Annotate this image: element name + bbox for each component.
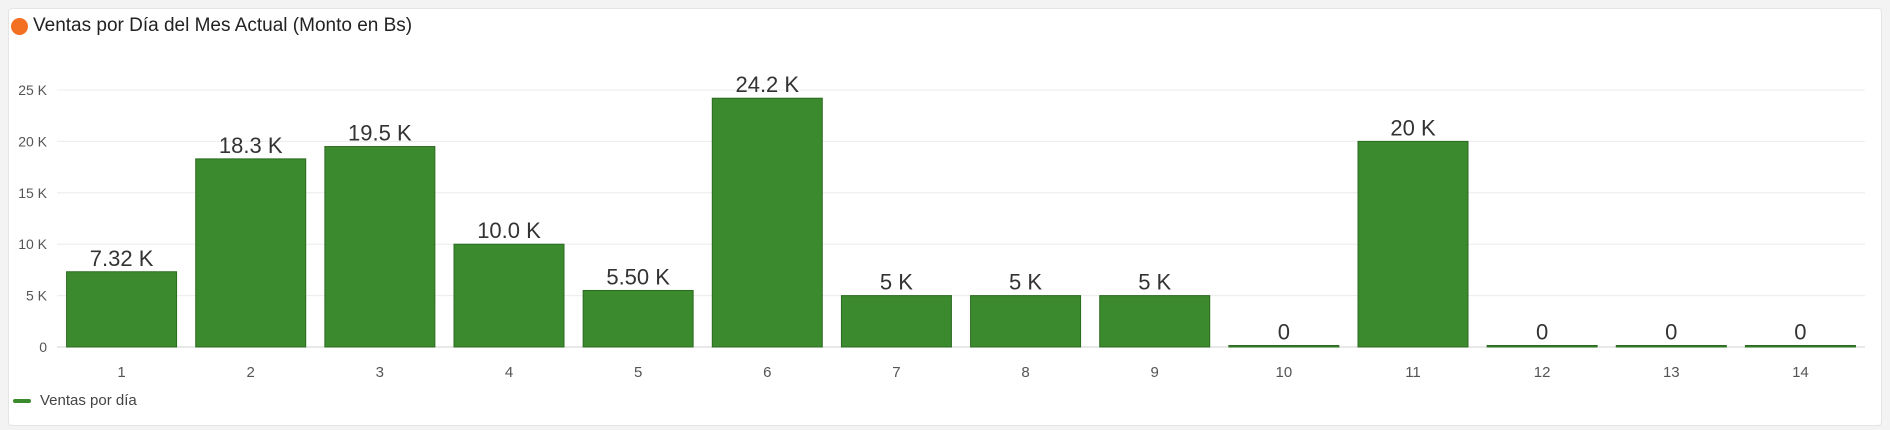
bar[interactable]: [1744, 345, 1856, 348]
y-tick-label: 25 K: [18, 82, 47, 98]
data-label: 5 K: [1009, 270, 1042, 295]
data-label: 0: [1278, 320, 1290, 345]
x-tick-label: 6: [763, 364, 771, 381]
chart-header: Ventas por Día del Mes Actual (Monto en …: [11, 10, 412, 42]
bar[interactable]: [1486, 345, 1598, 348]
data-label: 0: [1794, 320, 1806, 345]
data-label: 19.5 K: [348, 121, 412, 146]
x-tick-label: 2: [247, 364, 255, 381]
data-label: 0: [1665, 320, 1677, 345]
y-tick-label: 15 K: [18, 185, 47, 201]
data-label: 0: [1536, 320, 1548, 345]
chart-card: [8, 8, 1882, 426]
legend-label: Ventas por día: [40, 392, 137, 409]
bar[interactable]: [195, 158, 307, 348]
data-label: 20 K: [1390, 115, 1436, 140]
bar[interactable]: [453, 243, 565, 348]
y-tick-label: 10 K: [18, 236, 47, 252]
legend-swatch-icon: [13, 398, 31, 403]
bar[interactable]: [840, 295, 952, 348]
data-label: 18.3 K: [219, 133, 283, 158]
x-tick-label: 5: [634, 364, 642, 381]
y-tick-label: 0: [39, 339, 47, 355]
bar[interactable]: [711, 97, 823, 348]
x-tick-label: 7: [892, 364, 900, 381]
x-tick-label: 1: [117, 364, 125, 381]
chart-title: Ventas por Día del Mes Actual (Monto en …: [33, 15, 413, 36]
data-label: 7.32 K: [90, 246, 154, 271]
x-tick-label: 8: [1021, 364, 1029, 381]
bar[interactable]: [1615, 345, 1727, 348]
x-tick-label: 14: [1792, 364, 1809, 381]
y-tick-label: 20 K: [18, 133, 47, 149]
x-tick-label: 3: [376, 364, 384, 381]
status-dot-icon: [11, 17, 28, 35]
bar[interactable]: [970, 295, 1082, 348]
data-label: 5 K: [880, 270, 913, 295]
bar[interactable]: [324, 146, 436, 348]
x-tick-label: 10: [1276, 364, 1293, 381]
bar[interactable]: [1228, 345, 1340, 348]
data-label: 10.0 K: [477, 218, 541, 243]
data-label: 5.50 K: [606, 264, 670, 289]
data-label: 24.2 K: [735, 72, 799, 97]
y-tick-label: 5 K: [26, 288, 48, 304]
x-tick-label: 12: [1534, 364, 1551, 381]
bar[interactable]: [582, 289, 694, 348]
bar[interactable]: [1099, 295, 1211, 348]
x-tick-label: 9: [1151, 364, 1159, 381]
chart-legend[interactable]: Ventas por día: [13, 392, 137, 409]
x-tick-label: 4: [505, 364, 513, 381]
x-tick-label: 13: [1663, 364, 1680, 381]
data-label: 5 K: [1138, 270, 1171, 295]
x-tick-label: 11: [1405, 364, 1421, 381]
bar[interactable]: [1357, 140, 1469, 348]
bar[interactable]: [66, 271, 178, 348]
